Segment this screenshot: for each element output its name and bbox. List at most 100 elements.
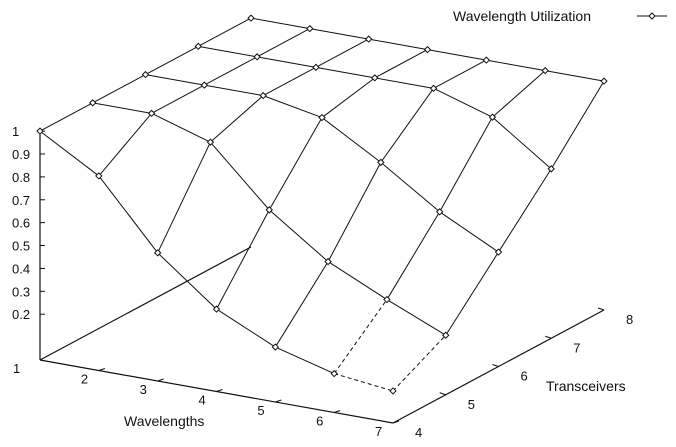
surface-segment: [262, 66, 317, 97]
data-point: [312, 63, 320, 72]
surface-segment: [498, 168, 552, 253]
data-point: [271, 343, 280, 351]
surface-segment: [545, 70, 605, 82]
data-point: [600, 77, 608, 85]
x-tick-label: 1: [13, 361, 20, 376]
y-tick-label: 4: [415, 425, 422, 440]
legend-mark: [637, 12, 667, 20]
surface-segment: [433, 87, 493, 118]
surface-segment: [210, 141, 270, 211]
data-point: [141, 70, 150, 79]
data-point: [253, 53, 261, 61]
data-point: [488, 113, 497, 121]
data-point: [547, 165, 555, 173]
surface-segment: [92, 74, 146, 104]
surface-segment: [368, 38, 428, 51]
data-point: [389, 387, 397, 395]
data-point: [541, 66, 549, 75]
axes-layer: [39, 130, 605, 424]
y-tick-mark: [597, 307, 605, 311]
data-point: [494, 248, 503, 256]
surface-segment: [327, 162, 382, 262]
surface-segment: [274, 261, 329, 348]
data-point: [482, 56, 491, 64]
data-point: [89, 99, 97, 107]
surface-segment: [157, 252, 217, 310]
surface-segment-dashed: [333, 299, 388, 374]
data-point: [200, 81, 209, 89]
data-point: [377, 158, 385, 167]
legend-marker: [648, 12, 656, 20]
data-point: [442, 331, 450, 339]
y-tick-label: 5: [468, 397, 475, 412]
x-tick-mark: [275, 399, 282, 403]
surface-segment: [315, 66, 375, 79]
surface-segment: [374, 49, 428, 79]
surface-segment: [374, 77, 434, 89]
surface-layer: [36, 14, 608, 395]
y-tick-label: 7: [573, 340, 580, 355]
x-tick-label: 7: [375, 424, 382, 439]
surface-segment: [275, 346, 335, 375]
surface-segment: [92, 102, 152, 114]
surface-segment: [427, 49, 487, 61]
surface-segment: [256, 28, 311, 58]
surface-segment: [492, 116, 552, 170]
surface-segment: [262, 95, 323, 119]
surface-segment: [250, 17, 310, 30]
x-tick-mark: [157, 378, 164, 382]
data-point: [306, 24, 314, 33]
surface-segment: [151, 112, 211, 143]
surface-segment-dashed: [392, 334, 447, 392]
surface-segment: [198, 17, 252, 47]
z-tick-label: 0.5: [12, 239, 30, 254]
surface-segment: [198, 45, 258, 58]
y-tick-label: 8: [626, 312, 633, 327]
surface-segment: [157, 141, 211, 254]
z-tick-label: 0.9: [12, 147, 30, 162]
surface-segment: [445, 251, 499, 336]
surface-segment: [204, 84, 264, 97]
data-point: [435, 208, 444, 216]
surface-segment: [268, 117, 323, 211]
x-tick-mark: [334, 410, 341, 413]
y-axis-title: Transceivers: [546, 378, 626, 394]
surface-segment: [98, 175, 159, 254]
data-point: [265, 206, 273, 214]
surface-segment: [268, 209, 329, 262]
surface-segment-dashed: [334, 373, 394, 392]
surface-segment: [386, 299, 447, 336]
surface-segment: [380, 88, 434, 163]
x-tick-mark: [392, 420, 400, 424]
data-point: [330, 369, 338, 378]
y-tick-mark: [545, 335, 552, 339]
data-point: [371, 74, 379, 82]
x-tick-label: 2: [81, 372, 88, 387]
surface-segment: [492, 70, 546, 118]
z-tick-label: 0.3: [12, 284, 30, 299]
surface-segment: [216, 308, 276, 348]
y-tick-mark: [492, 364, 499, 367]
x-axis-title: Wavelengths: [124, 413, 204, 429]
z-tick-label: 0.2: [12, 307, 30, 322]
z-tick-label: 0.7: [12, 193, 30, 208]
z-tick-label: 0.4: [12, 261, 30, 276]
x-tick-label: 4: [199, 393, 206, 408]
data-point: [429, 84, 438, 93]
legend-label: Wavelength Utilization: [453, 8, 591, 24]
z-tick-label: 0.8: [12, 170, 30, 185]
surface-segment: [98, 113, 152, 177]
surface-segment: [151, 84, 205, 114]
surface-segment: [486, 59, 546, 72]
surface-segment: [309, 28, 369, 40]
surface-segment: [39, 130, 100, 177]
surface-segment: [327, 261, 388, 300]
data-point: [324, 257, 332, 266]
z-tick-label: 1: [12, 124, 19, 139]
labels-layer: Wavelengths Transceivers Wavelength Util…: [12, 8, 633, 440]
data-point: [259, 91, 267, 100]
surface-segment: [39, 102, 93, 132]
data-point: [318, 113, 326, 122]
